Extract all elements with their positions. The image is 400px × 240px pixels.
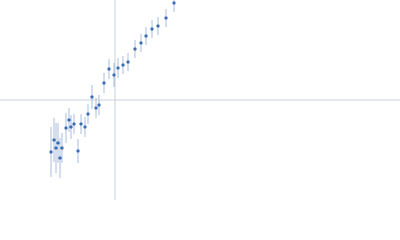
data-point	[90, 95, 94, 99]
data-point	[83, 125, 87, 129]
data-point	[67, 118, 71, 122]
data-point	[58, 156, 62, 160]
data-point	[133, 47, 137, 51]
data-point	[156, 24, 160, 28]
data-point	[64, 126, 68, 130]
data-point	[60, 146, 64, 150]
data-point	[107, 67, 111, 71]
data-point	[102, 81, 106, 85]
data-point	[150, 27, 154, 31]
data-point	[56, 141, 60, 145]
data-point	[69, 125, 73, 129]
data-point	[76, 149, 80, 153]
data-point	[139, 41, 143, 45]
data-point	[164, 16, 168, 20]
data-point	[49, 150, 53, 154]
data-point	[54, 146, 58, 150]
data-point	[116, 66, 120, 70]
chart	[0, 0, 400, 200]
data-point	[86, 112, 90, 116]
data-point	[144, 34, 148, 38]
data-point	[172, 1, 176, 5]
data-point	[121, 63, 125, 67]
data-point	[52, 138, 56, 142]
data-point	[79, 122, 83, 126]
data-point	[72, 122, 76, 126]
data-point	[126, 60, 130, 64]
data-point	[97, 103, 101, 107]
data-point	[112, 73, 116, 77]
data-point	[94, 106, 98, 110]
